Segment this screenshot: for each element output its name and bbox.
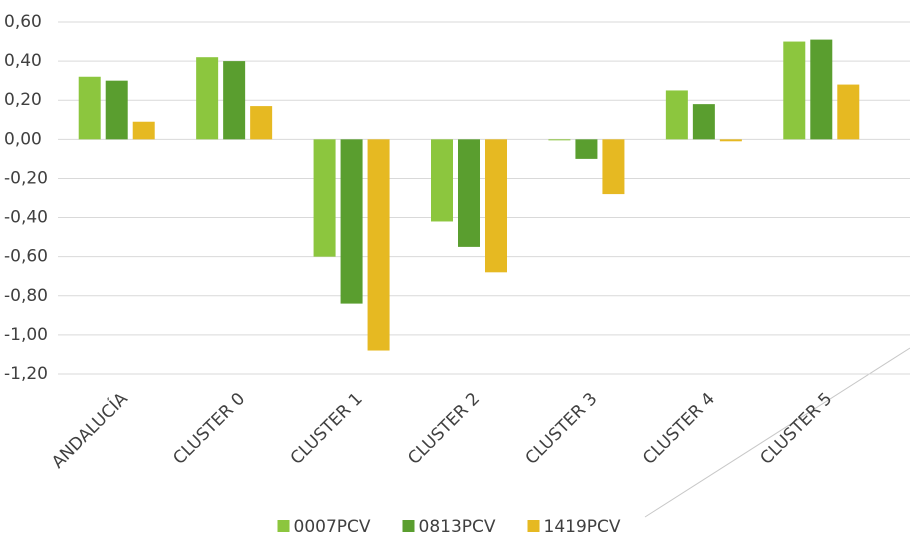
bar [810,39,833,140]
x-tick-label: CLUSTER 5 [757,389,837,469]
x-tick-label: CLUSTER 2 [404,389,484,469]
y-tick-label: -0,60 [4,247,48,267]
bar [602,139,625,195]
x-tick-label: CLUSTER 0 [169,389,249,469]
y-tick-label: 0,20 [4,90,42,110]
bar [313,139,336,257]
bar [196,57,219,140]
bar [132,121,155,140]
bar [367,139,390,351]
bar [431,139,453,222]
y-tick-label: 0,00 [4,129,42,149]
decor-line [644,347,910,518]
bar [783,41,806,140]
bar [105,80,128,140]
x-tick-label: CLUSTER 4 [639,389,719,469]
x-tick-label: CLUSTER 3 [522,389,602,469]
bar [548,139,571,141]
legend-label: 0813PCV [419,517,496,537]
bar [837,84,860,140]
legend-label: 1419PCV [544,517,621,537]
bar [575,139,598,159]
bar [340,139,363,304]
bar [223,61,246,140]
bar [665,90,688,140]
y-tick-label: -1,00 [4,325,48,345]
bar [250,106,273,140]
legend-swatch [527,520,540,532]
bar [485,139,507,273]
y-tick-label: 0,60 [4,12,42,32]
y-tick-label: -0,20 [4,168,48,188]
y-tick-label: -1,20 [4,364,48,384]
legend-swatch [402,520,415,532]
legend-label: 0007PCV [294,517,371,537]
bar [719,139,742,142]
bar [78,76,101,140]
bar [692,104,715,140]
bar [458,139,480,247]
x-tick-label: ANDALUCÍA [47,387,132,472]
legend-swatch [277,520,290,532]
y-tick-label: 0,40 [4,51,42,71]
y-tick-label: -0,40 [4,208,48,228]
y-tick-label: -0,80 [4,286,48,306]
x-tick-label: CLUSTER 1 [287,389,367,469]
